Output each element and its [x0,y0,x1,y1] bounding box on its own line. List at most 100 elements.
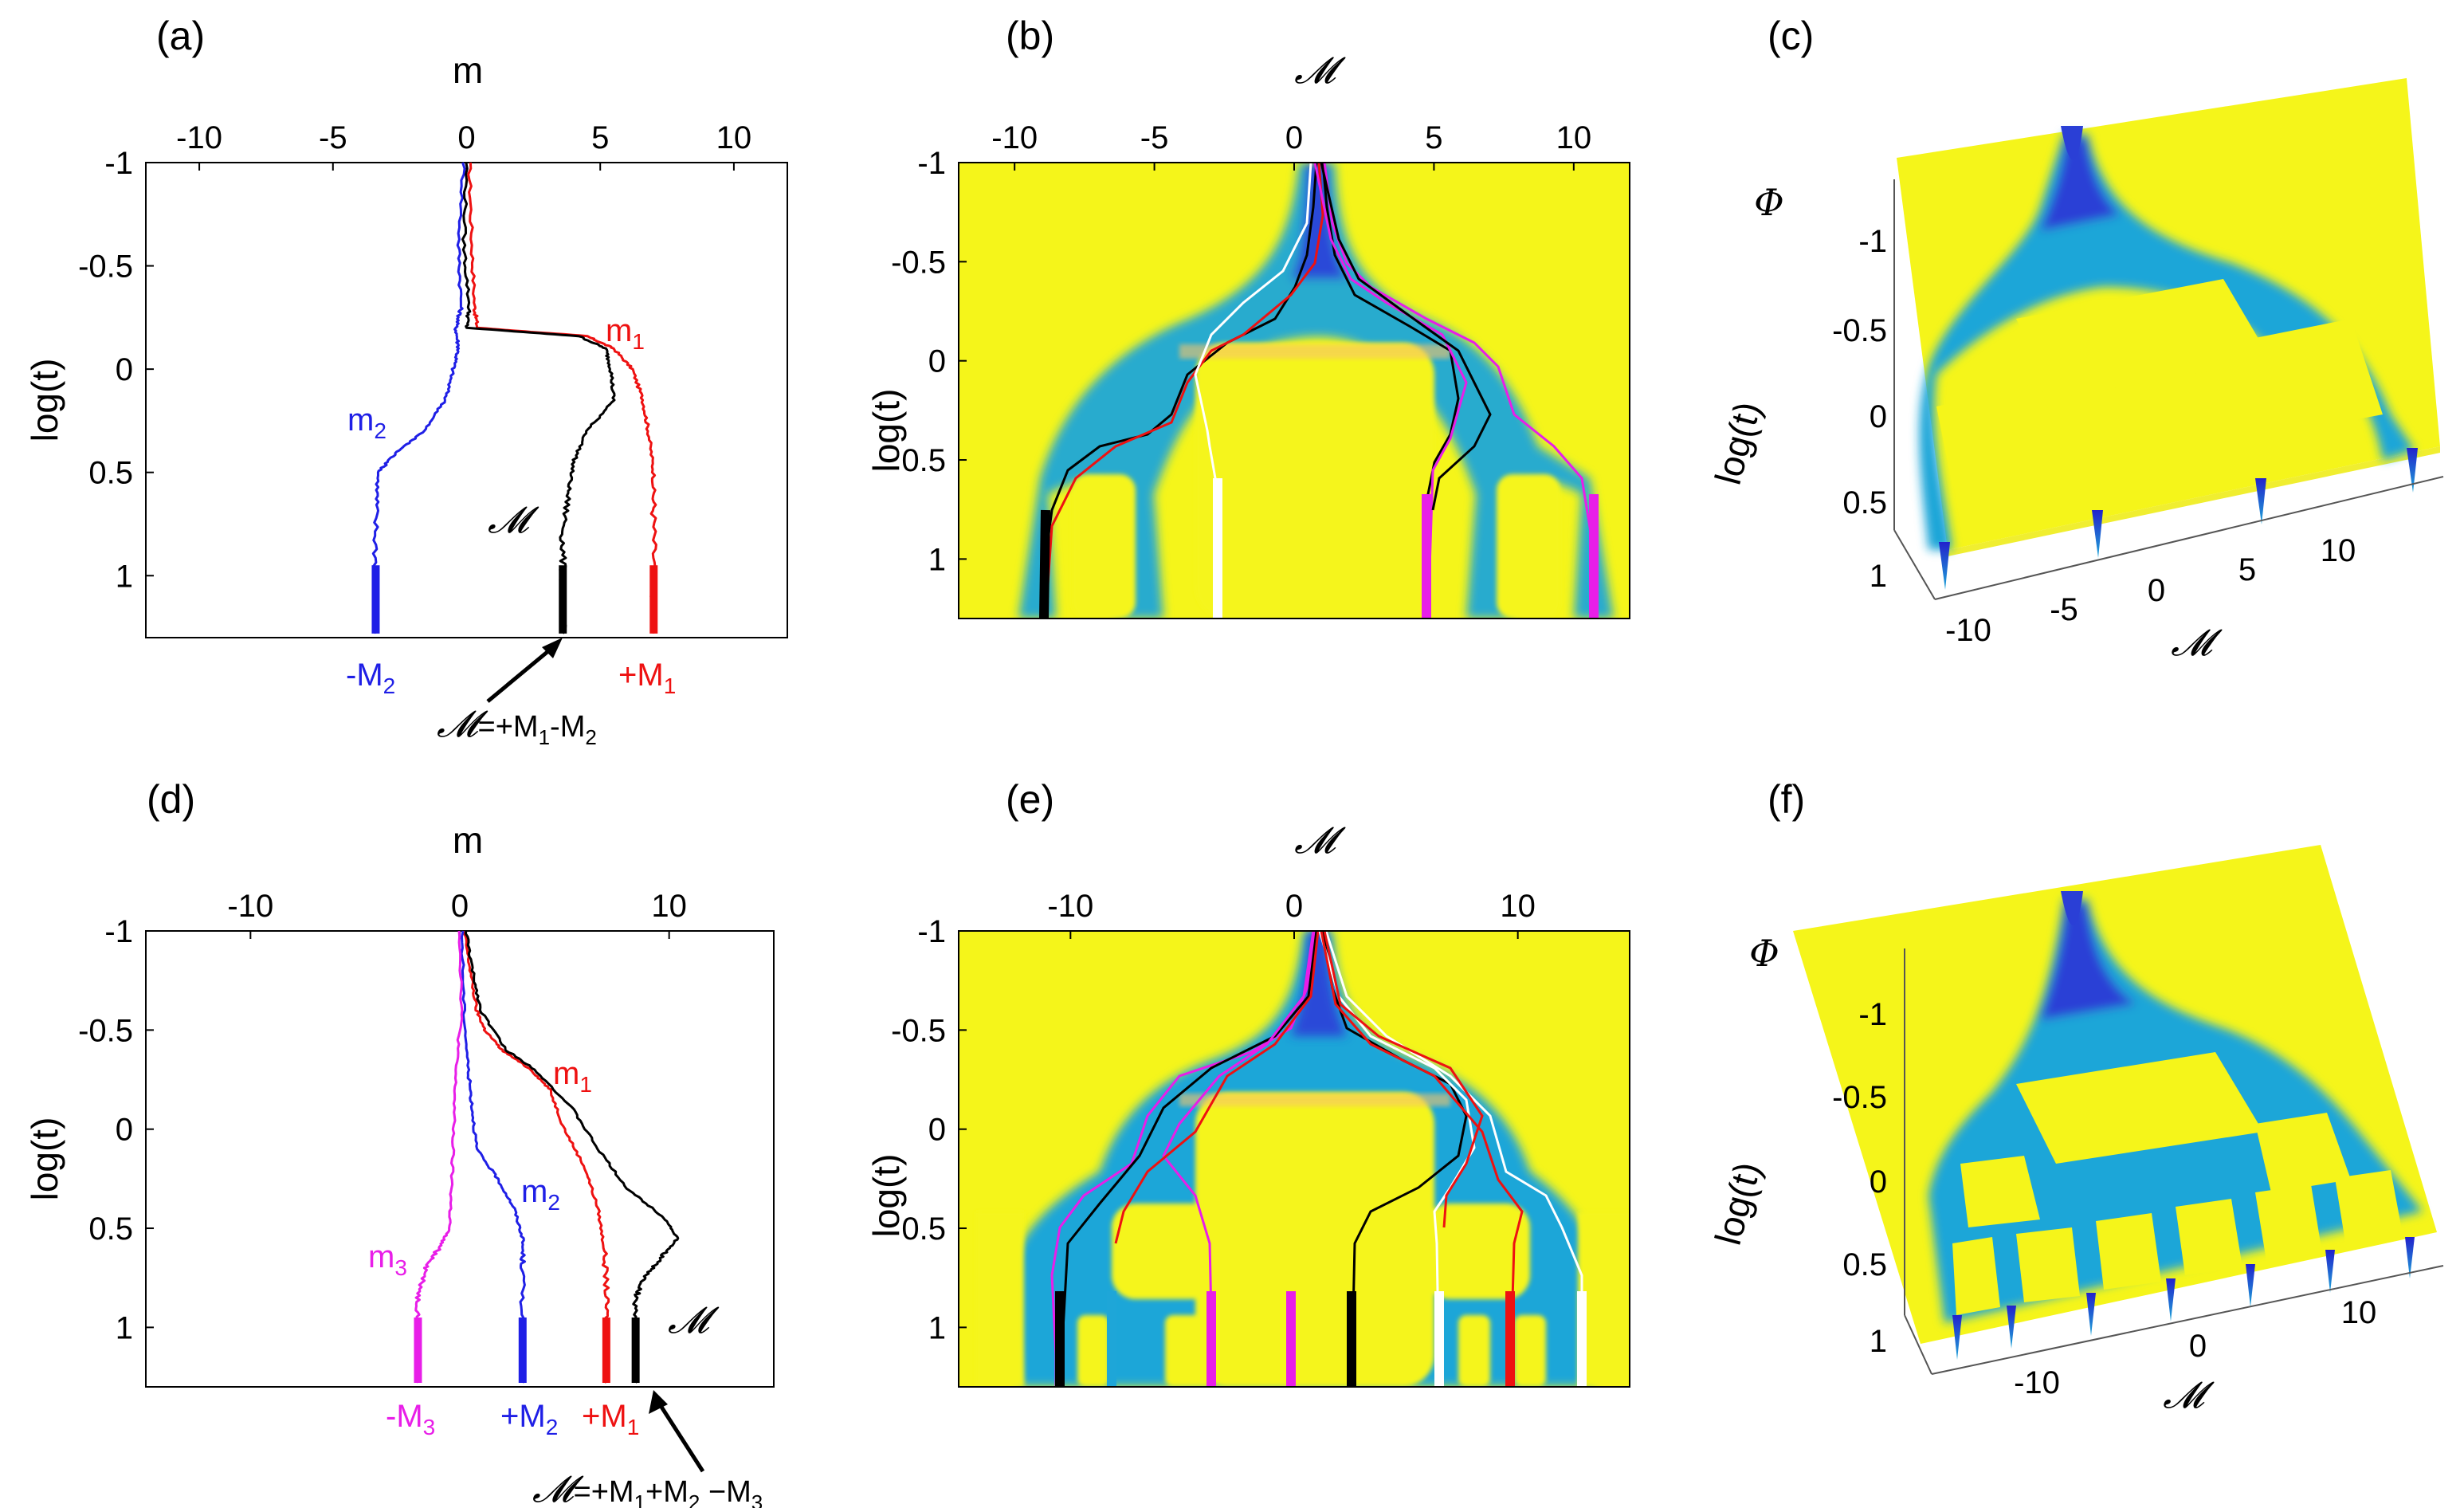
y-tick-label: -1 [104,914,133,949]
y-tick-label: 1 [928,1310,946,1345]
y-tick-label: 0 [116,1113,133,1148]
y-ticks-f: -1 -0.5 0 0.5 1 [1832,997,1887,1359]
valley-spikes-c [1939,448,2418,590]
x-tick-label: 0 [1285,120,1303,155]
y-tick-label: -1 [1858,997,1887,1032]
y-tick-label: 1 [928,542,946,577]
label-minus-M2-a: -M2 [346,658,395,698]
panel-label-d: (d) [147,777,195,822]
x-axis-label-c: 𝓜 [2171,621,2223,664]
panel-label-c: (c) [1768,14,1814,58]
y-tick-label: 1 [1870,559,1887,594]
plot-frame-d [145,930,775,1388]
label-minus-M3-d: -M3 [386,1399,435,1439]
x-axis-label-b: 𝓜 [1294,49,1346,92]
y-tick-label: 1 [1870,1324,1887,1359]
x-tick-label: -5 [2050,592,2078,627]
y-tick-label: 0 [1870,399,1887,434]
y-tick-label: 0.5 [901,1212,946,1247]
x-ticks-c: -10 -5 0 5 10 [1945,533,2356,648]
plot-frame-a [145,162,788,638]
traces-e [1050,931,1583,1387]
series-line-m1 [463,930,610,1384]
y-tick-label: 0.5 [88,456,133,491]
plateau-left-c [1936,383,2064,486]
final-branches-e [1055,1291,1587,1387]
x-tick-label: 0 [451,889,469,924]
series-line-m1 [467,162,657,634]
x-tick-label: 10 [2341,1295,2377,1330]
x-tick-label: -10 [1945,613,1991,648]
y-axis-label-e: log(t) [865,1154,907,1238]
y-tick-label: 0 [928,344,946,379]
y-tick-label: 1 [116,1310,133,1345]
y-tick-label: 0 [1870,1164,1887,1200]
x-tick-label: -10 [2014,1365,2060,1400]
x-tick-label: 5 [1425,120,1442,155]
panel-e: (e) 𝓜 log(t) [865,777,1630,1388]
y-tick-label: 0 [116,352,133,387]
plateau-center-c [2016,279,2271,399]
panel-b: (b) 𝓜 log(t) [865,14,1630,619]
x-axis-label-e: 𝓜 [1294,819,1346,862]
x-tick-label: 0 [1285,889,1303,924]
panel-label-e: (e) [1006,777,1054,822]
x-axis-label-d: m [453,819,483,861]
plateau-edge-b [1179,344,1450,359]
x-ticks-b: -10 -5 0 5 10 [991,120,1591,171]
series-line-m2 [460,930,527,1384]
surface-edge-c [1948,446,2440,556]
x-tick-label: 10 [1556,120,1592,155]
annotation-arrowhead-a [542,638,563,658]
y-axis-label-f: log(t) [1707,1158,1768,1250]
z-axis-label-f: Φ [1749,932,1779,975]
y-tick-label: -0.5 [891,245,946,280]
label-m2-a: m2 [347,403,386,443]
y-tick-label: -0.5 [1832,1080,1887,1115]
x-axis-label-f: 𝓜 [2163,1373,2215,1416]
plateaus-f [1952,1052,2403,1315]
series-d [414,930,680,1384]
y-tick-label: -0.5 [891,1013,946,1048]
series-line-M [465,930,680,1384]
x-tick-label: -5 [1140,120,1169,155]
label-m3-d: m3 [368,1239,407,1280]
label-plus-M2-d: +M2 [500,1399,558,1439]
x-axis-label-a: m [453,49,483,91]
x-tick-label: 10 [651,889,687,924]
y-tick-label: -0.5 [1832,313,1887,348]
plateau-right-b [1497,474,1560,619]
surface-notch-c [2061,126,2083,160]
x-tick-label: -10 [991,120,1038,155]
y-tick-label: -0.5 [78,1013,133,1048]
x-tick-label: 5 [591,120,609,155]
y-tick-label: -1 [104,146,133,181]
panel-f: (f) [1707,777,2444,1416]
y-tick-label: 1 [116,559,133,594]
y-tick-label: 0.5 [1842,485,1887,520]
plateau-left-b [1072,474,1136,619]
series-a [371,162,658,634]
valley-spikes-f [1952,1237,2415,1360]
x-ticks-e: -10 0 10 [1047,889,1536,939]
y-axis-label-d: log(t) [24,1117,65,1201]
x-tick-label: 10 [716,120,752,155]
label-plus-M1-d: +M1 [582,1399,639,1439]
annotation-arrow-a [486,646,555,703]
axes-3d-c [1893,179,2444,600]
annotation-arrow-d [657,1403,705,1473]
z-axis-label-c: Φ [1754,181,1784,224]
plateau-center-b [1195,343,1434,619]
x-tick-label: 0 [2189,1329,2207,1364]
y-ticks-c: -1 -0.5 0 0.5 1 [1832,224,1887,594]
x-ticks-d: -10 0 10 [227,889,687,939]
y-axis-label-c: log(t) [1707,398,1768,489]
surface-valleys-c [1919,134,2415,550]
label-plus-M1-a: +M1 [618,658,676,698]
panel-d: (d) m log(t) -10 0 10 -1 -0.5 0 0.5 1 m1 m2 m3… [24,777,775,1508]
final-branches-b [1039,478,1599,619]
y-tick-label: -1 [917,146,946,181]
x-ticks-f: -10 0 10 [2014,1295,2376,1400]
panel-a: (a) m log(t) -10 -5 0 5 10 -1 -0.5 0 0.5 1 m1 m2… [24,14,788,749]
